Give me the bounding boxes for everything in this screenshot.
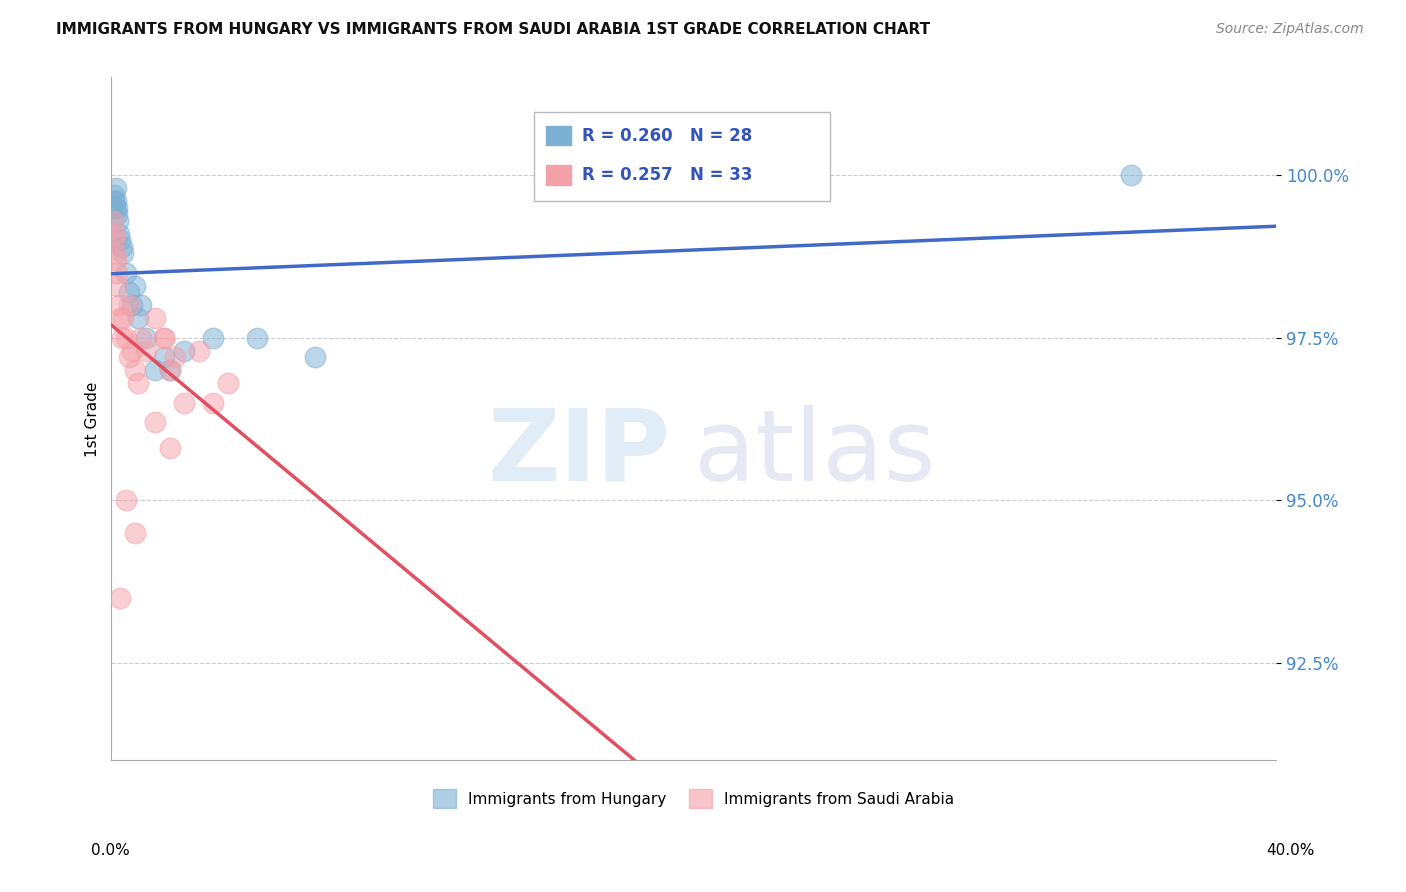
Y-axis label: 1st Grade: 1st Grade — [86, 381, 100, 457]
Point — [143, 311, 166, 326]
Point — [112, 311, 135, 326]
Point — [135, 343, 157, 358]
Point — [124, 525, 146, 540]
Point — [103, 233, 125, 247]
Point — [105, 278, 128, 293]
Point — [108, 591, 131, 605]
Point — [159, 441, 181, 455]
Point — [143, 363, 166, 377]
Point — [187, 343, 209, 358]
Point — [103, 194, 125, 208]
Point — [104, 194, 127, 208]
Point — [108, 233, 131, 247]
Point — [165, 350, 187, 364]
Text: atlas: atlas — [693, 405, 935, 501]
Point — [110, 239, 132, 253]
Point — [1119, 168, 1142, 182]
Point — [202, 330, 225, 344]
Point — [118, 285, 141, 299]
Text: 40.0%: 40.0% — [1267, 843, 1315, 858]
Point — [104, 246, 127, 260]
Point — [121, 343, 143, 358]
Point — [202, 395, 225, 409]
Point — [110, 330, 132, 344]
Point — [304, 350, 326, 364]
Point — [246, 330, 269, 344]
Text: R = 0.257   N = 33: R = 0.257 N = 33 — [582, 166, 752, 184]
Point — [124, 363, 146, 377]
Point — [153, 330, 176, 344]
Point — [143, 415, 166, 429]
Point — [153, 330, 176, 344]
Point — [118, 298, 141, 312]
Point — [103, 227, 125, 241]
Point — [153, 350, 176, 364]
Point — [159, 363, 181, 377]
Text: 0.0%: 0.0% — [91, 843, 131, 858]
Point — [135, 330, 157, 344]
Point — [159, 363, 181, 377]
Point — [124, 278, 146, 293]
Point — [108, 311, 131, 326]
Point — [112, 246, 135, 260]
Point — [127, 311, 149, 326]
Point — [105, 201, 128, 215]
Point — [129, 330, 152, 344]
Text: R = 0.260   N = 28: R = 0.260 N = 28 — [582, 127, 752, 145]
Text: IMMIGRANTS FROM HUNGARY VS IMMIGRANTS FROM SAUDI ARABIA 1ST GRADE CORRELATION CH: IMMIGRANTS FROM HUNGARY VS IMMIGRANTS FR… — [56, 22, 931, 37]
Point — [217, 376, 239, 391]
Point — [107, 213, 129, 227]
Point — [107, 298, 129, 312]
Legend: Immigrants from Hungary, Immigrants from Saudi Arabia: Immigrants from Hungary, Immigrants from… — [427, 783, 960, 814]
Point — [118, 350, 141, 364]
Point — [173, 395, 195, 409]
Point — [115, 493, 138, 508]
Point — [129, 298, 152, 312]
Point — [121, 298, 143, 312]
Point — [115, 330, 138, 344]
Point — [115, 266, 138, 280]
Point — [104, 201, 127, 215]
Point — [107, 227, 129, 241]
Point — [104, 252, 127, 267]
Text: ZIP: ZIP — [488, 405, 671, 501]
Text: Source: ZipAtlas.com: Source: ZipAtlas.com — [1216, 22, 1364, 37]
Point — [173, 343, 195, 358]
Point — [103, 187, 125, 202]
Point — [101, 213, 124, 227]
Point — [127, 376, 149, 391]
Point — [105, 266, 128, 280]
Point — [104, 181, 127, 195]
Point — [105, 207, 128, 221]
Point — [101, 201, 124, 215]
